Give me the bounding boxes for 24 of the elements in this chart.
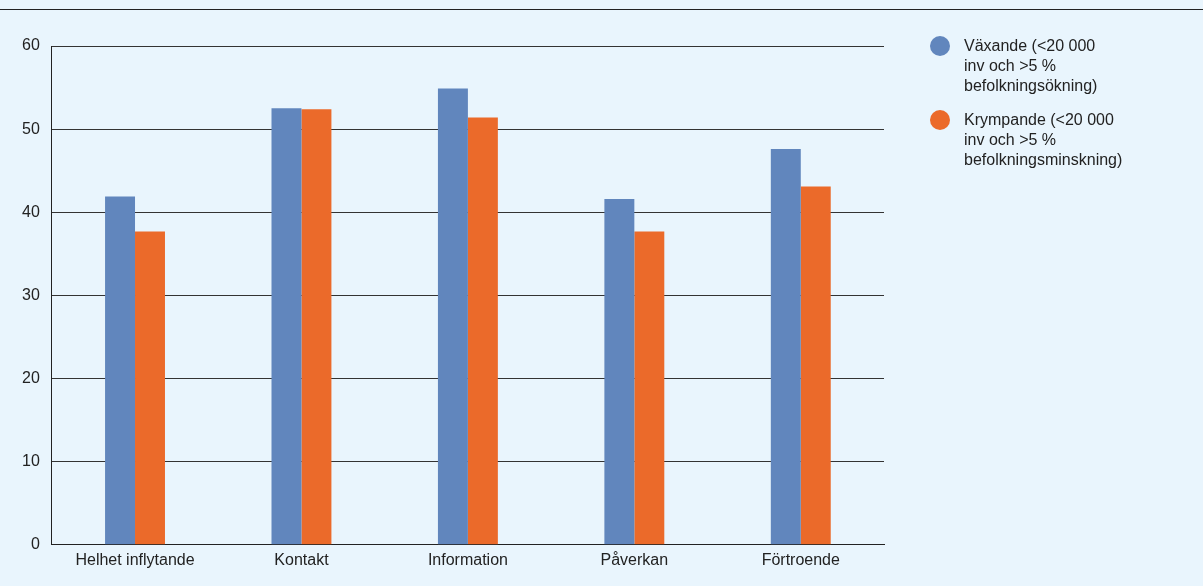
bar xyxy=(105,196,136,545)
x-tick-label: Kontakt xyxy=(274,550,330,568)
bar xyxy=(770,149,801,545)
y-tick-label: 20 xyxy=(22,368,40,386)
bar xyxy=(301,109,332,545)
bar xyxy=(634,231,665,545)
bar xyxy=(437,88,468,545)
y-tick-label: 60 xyxy=(22,36,40,54)
y-tick-label: 10 xyxy=(22,452,40,470)
x-tick-label: Påverkan xyxy=(600,550,669,568)
bar xyxy=(135,231,165,545)
y-tick-label: 0 xyxy=(30,535,40,553)
x-tick-label: Information xyxy=(427,550,508,568)
legend-label: Krympande (<20 000 inv och >5 % befolkningsminskning) xyxy=(964,110,1123,170)
x-tick-label: Förtroende xyxy=(761,550,841,568)
bar xyxy=(467,117,498,545)
y-tick-label: 40 xyxy=(22,202,40,220)
bar xyxy=(800,186,831,545)
bar xyxy=(604,198,635,545)
y-tick-label: 50 xyxy=(22,119,40,137)
y-tick-label: 30 xyxy=(22,285,40,303)
x-tick-label: Helhet inflytande xyxy=(75,550,195,568)
bar xyxy=(271,108,302,545)
legend-label: Växande (<20 000 inv och >5 % befolkningsökning) xyxy=(964,36,1099,96)
